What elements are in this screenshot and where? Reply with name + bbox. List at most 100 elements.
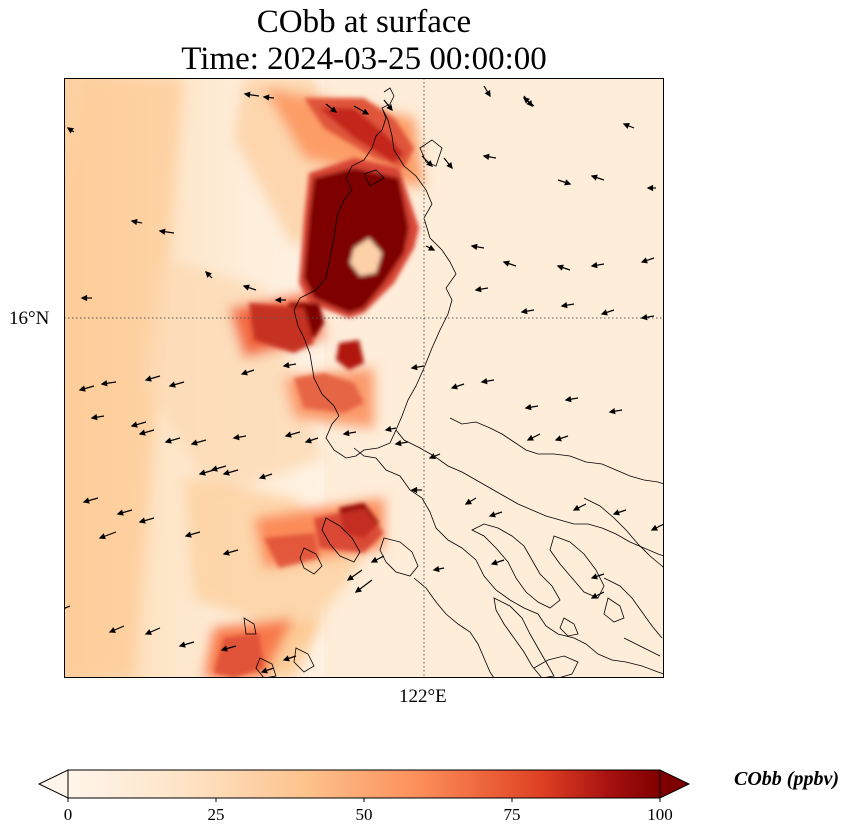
colorbar-label: CObb (ppbv): [734, 768, 839, 790]
map-frame: [64, 78, 664, 678]
wind-arrowhead: [190, 439, 198, 446]
wind-arrowhead: [564, 396, 572, 403]
wind-arrowhead: [90, 414, 98, 421]
wind-arrowhead: [66, 127, 74, 134]
map-panel: [64, 78, 664, 678]
wind-arrowhead: [222, 469, 230, 476]
wind-arrowhead: [590, 262, 598, 269]
wind-arrowhead: [138, 429, 146, 436]
hotspot-north: [214, 98, 419, 678]
wind-arrowhead: [650, 524, 658, 531]
colorbar-tick-100: 100: [647, 805, 673, 824]
wind-arrowhead: [284, 431, 292, 438]
wind-arrowhead: [520, 308, 528, 315]
wind-arrowhead: [600, 309, 608, 316]
colorbar-extend-min: [37, 769, 69, 799]
wind-arrowhead: [560, 302, 568, 309]
gridlines: [64, 78, 664, 678]
wind-arrowhead: [526, 434, 534, 441]
wind-arrowhead: [138, 517, 146, 524]
wind-arrowhead: [432, 565, 440, 573]
wind-arrowhead: [232, 434, 240, 441]
wind-arrowhead: [646, 184, 654, 192]
wind-arrowhead: [608, 408, 616, 415]
colorbar-tick-75: 75: [503, 805, 521, 824]
colorbar-tick-50: 50: [355, 805, 373, 824]
wind-arrowhead: [640, 314, 648, 321]
wind-arrowhead: [168, 381, 176, 388]
wind-arrowhead: [100, 380, 108, 387]
wind-arrowhead: [410, 364, 418, 371]
wind-arrowhead: [242, 284, 250, 291]
wind-arrow: [64, 605, 71, 610]
wind-arrowhead: [346, 574, 354, 581]
wind-arrowhead: [108, 627, 116, 633]
wind-arrowhead: [622, 122, 630, 129]
wind-arrowhead: [130, 421, 138, 428]
wind-arrowhead: [116, 509, 124, 516]
wind-arrowhead: [482, 153, 490, 160]
wind-arrowhead: [210, 465, 218, 472]
colorbar-tick-25: 25: [207, 805, 225, 824]
wind-arrowhead: [342, 430, 350, 437]
wind-arrowhead: [410, 486, 418, 494]
colorbar: [37, 769, 691, 802]
wind-arrowhead: [178, 641, 186, 648]
wind-arrowhead: [258, 473, 266, 480]
wind-arrowhead: [262, 94, 270, 101]
wind-arrowhead: [184, 531, 192, 538]
wind-arrowhead: [394, 440, 402, 447]
wind-arrowhead: [220, 645, 228, 652]
wind-arrowhead: [144, 629, 152, 635]
wind-arrowhead: [522, 97, 530, 104]
wind-arrowhead: [144, 375, 152, 382]
wind-arrowhead: [590, 174, 598, 181]
wind-arrowhead: [450, 383, 458, 390]
wind-arrowhead: [130, 218, 138, 226]
wind-arrowhead: [240, 369, 248, 376]
wind-arrowhead: [590, 573, 598, 580]
wind-arrowhead: [490, 559, 498, 566]
wind-arrowhead: [556, 264, 564, 271]
wind-arrowhead: [640, 257, 648, 264]
wind-arrowhead: [354, 586, 362, 593]
wind-arrowhead: [474, 286, 482, 293]
wind-arrowhead: [198, 469, 206, 476]
wind-arrowhead: [524, 404, 532, 411]
wind-arrowhead: [274, 296, 282, 304]
colorbar-extend-max: [659, 769, 691, 799]
wind-arrowhead: [564, 179, 572, 186]
wind-arrowhead: [386, 104, 393, 112]
wind-arrowhead: [282, 655, 290, 662]
wind-arrowhead: [464, 498, 472, 505]
longitude-tick-label: 122°E: [399, 686, 447, 707]
wind-arrowhead: [370, 556, 378, 563]
colorbar-tick-0: 0: [63, 805, 73, 824]
wind-arrowhead: [222, 549, 230, 556]
wind-arrowhead: [82, 497, 90, 504]
wind-arrowhead: [426, 160, 433, 167]
wind-arrowhead: [78, 385, 86, 392]
wind-arrowhead: [572, 504, 580, 511]
wind-arrowhead: [243, 91, 251, 98]
wind-arrowhead: [384, 425, 392, 433]
wind-arrowhead: [98, 533, 106, 540]
wind-arrowhead: [470, 243, 478, 250]
wind-arrowhead: [80, 294, 88, 302]
wind-arrowhead: [282, 362, 290, 369]
wind-arrowhead: [158, 228, 166, 235]
latitude-tick-label: 16°N: [9, 308, 50, 329]
coastlines: [243, 87, 664, 678]
wind-arrowhead: [428, 244, 436, 251]
wind-arrowhead: [502, 260, 510, 267]
wind-arrowhead: [488, 511, 496, 518]
wind-arrowhead: [484, 90, 491, 98]
wind-arrowhead: [260, 667, 268, 674]
wind-arrowhead: [590, 592, 598, 599]
wind-arrowhead: [428, 453, 436, 460]
map-title-line1: CObb at surface: [256, 4, 472, 40]
wind-arrowhead: [446, 162, 453, 170]
wind-arrowhead: [205, 271, 212, 278]
wind-arrowhead: [164, 437, 172, 444]
wind-arrowhead: [330, 106, 338, 113]
